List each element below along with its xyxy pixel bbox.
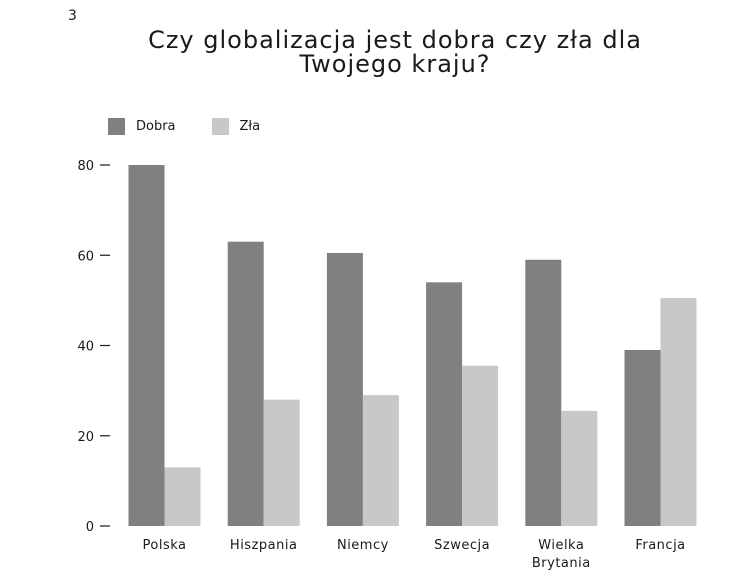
bar-za-1 (263, 399, 300, 526)
y-tick-label-0: 0 (86, 520, 94, 535)
category-label-5-0: Francja (635, 538, 685, 553)
bar-za-5 (660, 298, 697, 526)
bar-za-4 (561, 410, 598, 526)
legend: Dobra Zła (108, 118, 296, 135)
bar-za-2 (362, 395, 399, 526)
legend-swatch-zla (211, 118, 229, 135)
chart-title-line-1: Czy globalizacja jest dobra czy zła dla (148, 26, 642, 54)
chart-title-line-2: Twojego kraju? (299, 50, 491, 78)
bar-dobra-5 (624, 350, 661, 526)
category-label-2-0: Niemcy (337, 538, 389, 553)
bar-dobra-0 (128, 165, 165, 526)
category-label-4-0: Wielka (538, 538, 584, 553)
y-tick-label-20: 20 (77, 430, 94, 445)
y-tick-label-40: 40 (77, 340, 94, 355)
bar-dobra-2 (326, 252, 363, 526)
legend-swatch-dobra (108, 118, 125, 135)
category-label-4-1: Brytania (532, 556, 591, 571)
y-tick-label-60: 60 (77, 249, 94, 264)
category-label-0-0: Polska (143, 538, 187, 553)
y-tick-label-80: 80 (77, 159, 94, 174)
legend-label-zla: Zła (239, 119, 261, 134)
page-number: 3 (68, 8, 77, 24)
bar-dobra-1 (227, 241, 264, 526)
bar-za-0 (164, 467, 201, 526)
chart-title: Czy globalizacja jest dobra czy zła dla … (95, 28, 695, 76)
legend-item-zla: Zła (211, 118, 261, 135)
bar-dobra-3 (426, 282, 463, 526)
bar-za-3 (462, 365, 499, 526)
category-label-1-0: Hiszpania (230, 538, 298, 553)
bar-dobra-4 (525, 259, 562, 526)
legend-label-dobra: Dobra (136, 119, 176, 134)
legend-item-dobra: Dobra (108, 118, 176, 135)
category-label-3-0: Szwecja (434, 538, 490, 553)
